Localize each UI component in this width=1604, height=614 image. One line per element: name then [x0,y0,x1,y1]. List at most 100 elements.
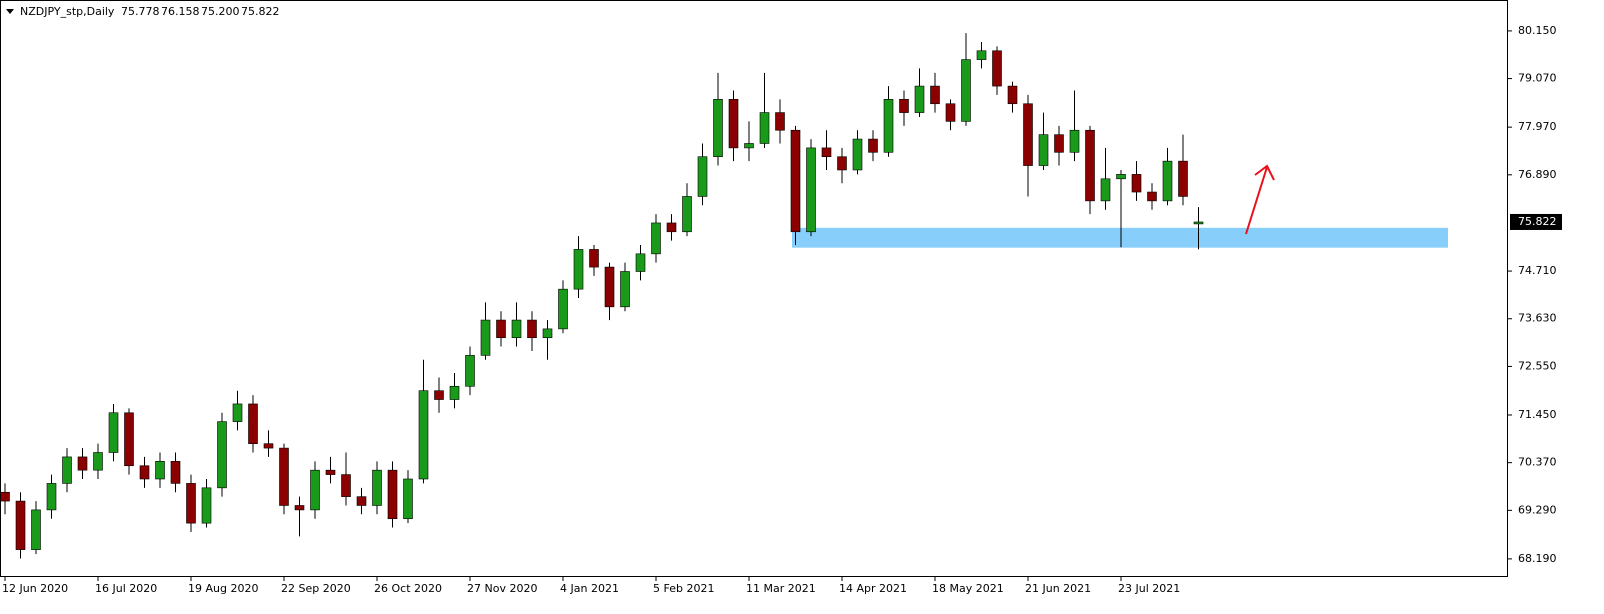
header-high: 76.158 [161,5,200,18]
candle-body [294,505,305,511]
candle-body [1069,129,1080,153]
candle-body [387,469,398,520]
candle-body [263,443,274,449]
candle-body [356,496,367,506]
x-tick-label: 27 Nov 2020 [467,582,537,595]
candle-body [480,319,491,356]
candle-body [930,85,940,105]
candle-body [46,483,57,511]
candle-body [93,452,103,471]
x-tick-label: 11 Mar 2021 [746,582,816,595]
header-open: 75.778 [121,5,160,18]
candle-body [62,456,72,484]
y-tick-label: 69.290 [1518,503,1557,516]
candle-body [77,456,88,471]
candle-body [1100,178,1111,202]
candle-body [542,328,553,339]
candle-body [666,222,677,233]
y-tick-label: 68.190 [1518,552,1557,565]
candle-body [341,474,351,497]
candle-body [697,156,708,197]
candle-body [1147,191,1157,202]
y-tick-label: 71.450 [1518,408,1557,421]
candle-body [682,196,692,233]
candle-body [790,129,801,233]
candle-body [604,266,615,308]
candle-body [279,447,289,506]
y-tick-label: 80.150 [1518,24,1557,37]
candle-body [1054,134,1064,153]
candle-body [1178,160,1188,197]
candle-body [217,421,227,489]
x-tick-label: 19 Aug 2020 [188,582,258,595]
candle-body [511,319,522,339]
x-tick-label: 16 Jul 2020 [95,582,157,595]
y-tick-label: 72.550 [1518,359,1557,372]
candle-body [403,478,413,520]
candle-body [155,461,165,480]
candle-body [821,147,832,158]
candle-body [1131,174,1142,193]
y-tick-label: 73.630 [1518,312,1557,325]
candle-body [310,469,320,511]
candle-body [527,319,537,339]
candle-body [108,412,119,453]
x-tick-label: 4 Jan 2021 [560,582,619,595]
candle-body [992,50,1002,87]
candle-body [0,491,10,502]
candle-body [1116,174,1126,180]
candle-body [976,50,987,60]
candle-body [15,500,26,550]
candle-body [449,385,460,400]
candle-body [806,147,816,233]
x-tick-label: 18 May 2021 [932,582,1004,595]
candle-body [899,99,909,113]
y-tick-label: 74.710 [1518,264,1557,277]
candle-body [418,390,429,480]
candle-body [1085,129,1095,202]
candle-body [868,138,878,153]
dropdown-icon [6,9,14,14]
x-tick-label: 5 Feb 2021 [653,582,714,595]
candle-body [945,103,956,122]
y-tick-label: 70.370 [1518,456,1557,469]
candle-body [186,483,196,524]
candle-body [232,403,243,422]
candle-body [1038,134,1049,166]
candle-body [589,249,599,268]
candle-body [837,156,847,171]
candle-body [651,222,661,255]
price-tag [1510,213,1562,230]
header-low: 75.200 [201,5,240,18]
y-tick-label: 79.070 [1518,72,1557,85]
candle-body [728,99,739,149]
x-tick-label: 23 Jul 2021 [1118,582,1180,595]
candle-body [1193,221,1204,225]
candle-body [248,403,258,444]
plot-frame [0,0,1508,577]
candle-body [465,355,475,387]
candle-body [744,143,754,149]
candle-body [635,253,646,272]
candle-body [170,461,181,484]
candle-body [372,469,382,506]
y-tick-label: 77.970 [1518,120,1557,133]
price-tag-label: 75.822 [1518,215,1557,228]
candle-body [961,59,971,122]
candle-body [31,509,41,550]
candle-body [325,469,336,475]
candle-body [620,271,630,308]
candle-body [883,99,894,153]
x-tick-label: 14 Apr 2021 [839,582,907,595]
candle-body [573,249,584,290]
candle-body [1162,160,1173,202]
x-tick-label: 22 Sep 2020 [281,582,351,595]
x-tick-label: 21 Jun 2021 [1025,582,1091,595]
candle-body [852,138,863,171]
candle-body [558,288,568,330]
candle-body [1023,103,1033,166]
candle-body [201,487,212,524]
candle-body [713,99,723,158]
candle-body [914,85,925,113]
